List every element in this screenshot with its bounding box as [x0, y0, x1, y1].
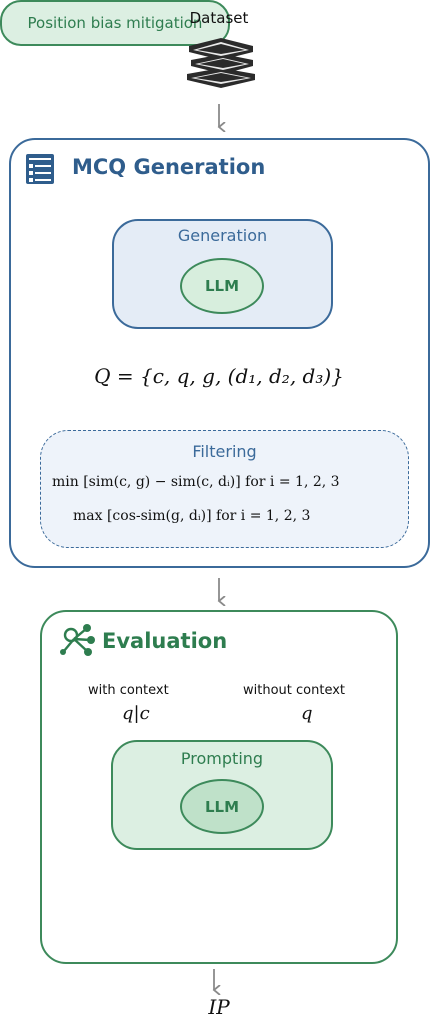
books-stack-icon — [187, 38, 255, 88]
without-context-label: without context — [243, 683, 346, 698]
position-bias-mitigation-box: Position bias mitigation — [0, 0, 230, 46]
ip-output-label: IP — [208, 995, 230, 1019]
without-context-input: q — [301, 703, 313, 724]
mcq-generation-title: MCQ Generation — [72, 155, 266, 179]
with-context-label: with context — [88, 683, 169, 698]
filtering-label: Filtering — [192, 442, 257, 461]
evaluation-title: Evaluation — [102, 629, 228, 653]
filtering-formula-2: max [cos-sim(g, dᵢ)] for i = 1, 2, 3 — [73, 508, 311, 524]
question-formula: Q = {c, q, g, (d₁, d₂, d₃)} — [94, 364, 344, 388]
prompting-llm-node: LLM — [180, 779, 264, 834]
prompting-label: Prompting — [180, 749, 264, 768]
generation-label: Generation — [177, 226, 268, 245]
list-document-icon — [26, 154, 54, 184]
dataset-label: Dataset — [189, 9, 249, 27]
filtering-box — [40, 430, 409, 548]
network-nodes-icon — [60, 624, 95, 656]
filtering-formula-1: min [sim(c, g) − sim(c, dᵢ)] for i = 1, … — [52, 474, 340, 490]
with-context-input: q|c — [122, 703, 150, 724]
generation-llm-node: LLM — [180, 258, 264, 314]
